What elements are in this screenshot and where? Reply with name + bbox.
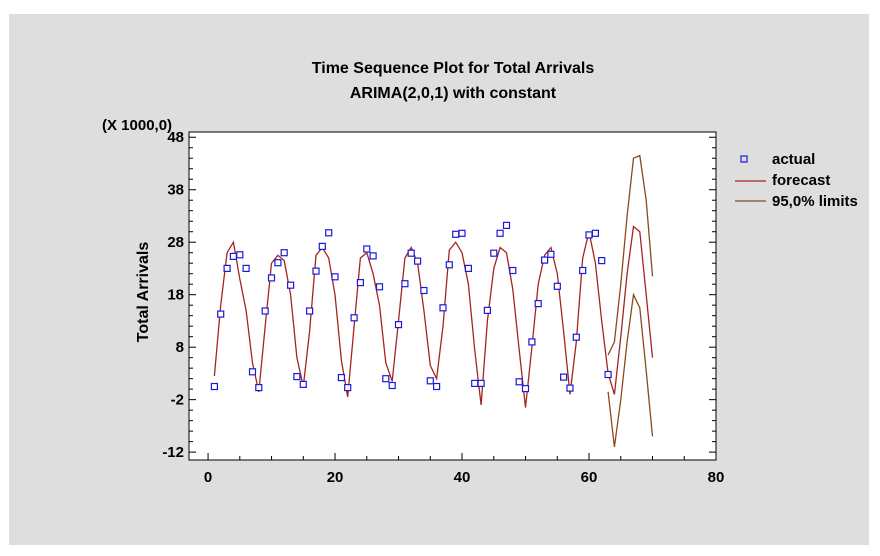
actual-point bbox=[464, 264, 472, 272]
actual-point bbox=[363, 245, 371, 253]
actual-point bbox=[407, 249, 415, 257]
limits-series bbox=[607, 154, 654, 447]
actual-point bbox=[528, 338, 536, 346]
axis-ticks: 0 20 40 60 80 -12 -2 8 18 28 38 48 bbox=[162, 129, 724, 486]
upper-limit-line bbox=[607, 154, 654, 356]
actual-point bbox=[477, 379, 485, 387]
actual-point bbox=[496, 229, 504, 237]
y-tick-label: 38 bbox=[167, 182, 184, 199]
actual-point bbox=[210, 382, 218, 391]
actual-point bbox=[293, 373, 301, 381]
plot-area bbox=[188, 131, 717, 461]
actual-point bbox=[325, 229, 333, 237]
y-tick-label: 48 bbox=[167, 129, 184, 146]
y-tick-label: 8 bbox=[176, 339, 184, 356]
actual-point bbox=[591, 229, 600, 237]
actual-point bbox=[350, 314, 358, 322]
y-axis-label: Total Arrivals bbox=[135, 242, 152, 343]
x-tick-label: 80 bbox=[708, 469, 725, 486]
actual-point bbox=[559, 373, 568, 381]
actual-point bbox=[598, 257, 606, 265]
actual-point bbox=[375, 283, 384, 291]
y-tick-label: 18 bbox=[167, 287, 184, 304]
actual-point bbox=[452, 230, 460, 238]
actual-point bbox=[521, 385, 530, 393]
actual-point bbox=[553, 282, 561, 290]
actual-point bbox=[515, 378, 523, 386]
actual-point bbox=[572, 333, 580, 341]
actual-point bbox=[337, 374, 345, 382]
actual-point bbox=[382, 375, 390, 383]
actual-point bbox=[534, 300, 542, 308]
actual-point bbox=[236, 251, 244, 259]
actual-point bbox=[439, 304, 447, 312]
actual-point bbox=[248, 368, 257, 376]
actual-point bbox=[242, 264, 250, 272]
x-tick-label: 20 bbox=[327, 469, 344, 486]
forecast-line bbox=[213, 225, 654, 408]
actual-point bbox=[394, 321, 403, 329]
actual-point bbox=[356, 279, 364, 287]
actual-point bbox=[280, 249, 288, 257]
actual-point bbox=[458, 229, 466, 237]
actual-point bbox=[217, 310, 225, 318]
actual-point bbox=[318, 242, 326, 250]
y-tick-label: 28 bbox=[167, 234, 184, 251]
actual-point bbox=[566, 384, 574, 392]
actual-series bbox=[210, 221, 612, 393]
actual-point bbox=[433, 382, 441, 391]
actual-point bbox=[471, 379, 479, 387]
actual-point bbox=[420, 286, 428, 295]
actual-point bbox=[299, 380, 307, 388]
actual-point bbox=[287, 281, 295, 289]
actual-point bbox=[579, 266, 587, 275]
actual-point bbox=[414, 257, 422, 265]
legend-actual-marker bbox=[740, 155, 748, 163]
actual-point bbox=[426, 377, 434, 385]
actual-point bbox=[267, 274, 276, 282]
actual-point bbox=[344, 384, 352, 392]
actual-point bbox=[312, 267, 320, 275]
actual-point bbox=[369, 252, 377, 260]
actual-point bbox=[223, 264, 231, 272]
y-tick-label: -2 bbox=[171, 392, 184, 409]
actual-point bbox=[255, 384, 263, 392]
lower-limit-line bbox=[607, 292, 654, 447]
actual-point bbox=[331, 273, 339, 281]
actual-point bbox=[604, 370, 612, 379]
actual-point bbox=[274, 259, 282, 267]
actual-point bbox=[547, 250, 555, 258]
legend-limits-label: 95,0% limits bbox=[772, 193, 858, 210]
actual-point bbox=[540, 256, 549, 264]
actual-point bbox=[490, 249, 498, 257]
actual-point bbox=[388, 381, 396, 390]
x-tick-label: 60 bbox=[581, 469, 598, 486]
actual-point bbox=[445, 261, 453, 269]
forecast-series bbox=[213, 225, 654, 408]
legend: actual forecast 95,0% limits bbox=[735, 151, 858, 210]
actual-point bbox=[261, 307, 269, 315]
legend-actual-label: actual bbox=[772, 151, 815, 168]
actual-point bbox=[401, 280, 409, 288]
y-tick-label: -12 bbox=[162, 444, 184, 461]
x-tick-label: 40 bbox=[454, 469, 471, 486]
x-tick-label: 0 bbox=[204, 469, 212, 486]
chart-title: Time Sequence Plot for Total Arrivals bbox=[312, 60, 595, 77]
actual-point bbox=[306, 307, 314, 315]
actual-point bbox=[229, 252, 237, 260]
chart-subtitle: ARIMA(2,0,1) with constant bbox=[350, 85, 557, 102]
actual-point bbox=[509, 266, 517, 275]
actual-point bbox=[585, 231, 593, 239]
legend-forecast-label: forecast bbox=[772, 172, 830, 189]
actual-point bbox=[483, 306, 491, 314]
actual-point bbox=[502, 221, 511, 229]
y-multiplier-label: (X 1000,0) bbox=[102, 117, 172, 134]
